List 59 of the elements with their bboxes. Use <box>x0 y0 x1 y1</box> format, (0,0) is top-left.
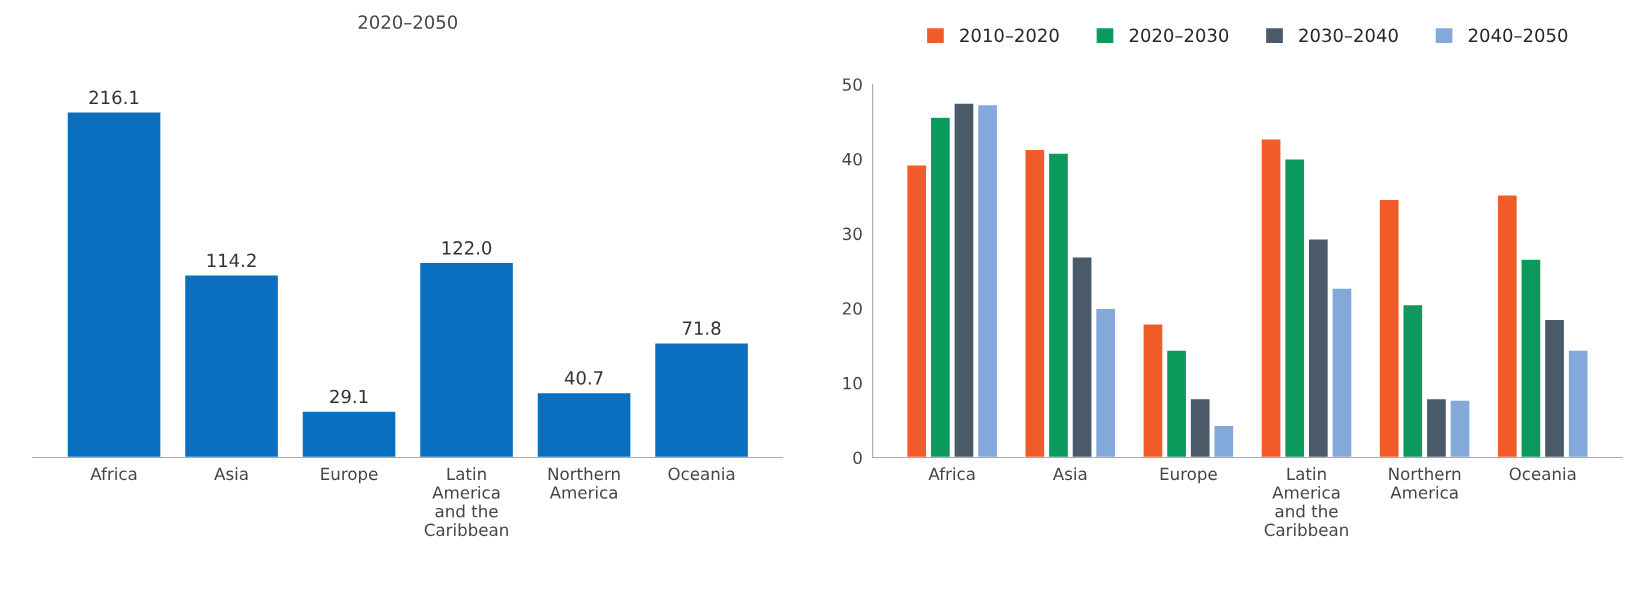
data-label: 29.1 <box>330 389 368 404</box>
bar <box>301 410 397 458</box>
bar <box>953 102 975 458</box>
y-tick-label: 10 <box>843 376 862 390</box>
y-tick-label: 0 <box>853 451 862 465</box>
y-tick-label: 40 <box>842 152 862 166</box>
x-tick-label: Africa <box>928 467 975 481</box>
bar <box>1496 194 1519 458</box>
bar <box>976 103 999 458</box>
bar <box>183 274 280 458</box>
x-tick-label: Asia <box>214 467 248 481</box>
data-label: 40.7 <box>564 371 603 385</box>
bar <box>1520 258 1542 458</box>
bar <box>1260 138 1282 458</box>
legend-label: 2030–2040 <box>1299 28 1398 43</box>
bar <box>1449 399 1471 458</box>
bar <box>1094 307 1117 458</box>
bar <box>418 261 515 458</box>
bar <box>1213 424 1235 458</box>
bar <box>929 116 952 458</box>
bar <box>1024 148 1046 458</box>
bar <box>1378 198 1400 458</box>
bar <box>1142 323 1164 458</box>
bar <box>66 111 162 458</box>
x-tick-label: Asia <box>1052 467 1087 481</box>
x-tick-label: Africa <box>90 467 137 481</box>
data-label: 122.0 <box>442 241 492 255</box>
data-label: 71.8 <box>682 321 721 336</box>
bar <box>1331 287 1353 458</box>
x-tick-label: Europe <box>321 467 378 484</box>
bar <box>1307 238 1330 458</box>
x-tick-label: Oceania <box>1509 467 1576 481</box>
x-tick-label: Latin America and the Caribbean <box>424 467 508 537</box>
x-tick-label: Northern America <box>548 467 620 499</box>
bar <box>1402 303 1424 458</box>
bar <box>653 342 750 458</box>
chart-title: 2020–2050 <box>358 15 458 29</box>
bar <box>536 391 632 458</box>
bar <box>1047 152 1070 458</box>
x-tick-label: Latin America and the Caribbean <box>1264 467 1348 537</box>
bar <box>1071 256 1093 458</box>
legend-label: 2010–2020 <box>960 28 1059 43</box>
bar <box>1567 349 1589 458</box>
x-tick-label: Europe <box>1160 467 1217 484</box>
bar <box>1283 158 1306 458</box>
data-label: 216.1 <box>89 90 139 105</box>
x-tick-label: Oceania <box>668 467 735 481</box>
y-tick-label: 20 <box>842 302 862 315</box>
x-tick-label: Northern America <box>1389 467 1461 499</box>
legend-label: 2040–2050 <box>1468 28 1568 43</box>
bar <box>1165 349 1188 458</box>
y-tick-label: 30 <box>842 227 862 241</box>
bar <box>1189 397 1211 458</box>
bar <box>1425 397 1448 458</box>
y-tick-label: 50 <box>842 78 862 91</box>
bar <box>1543 318 1566 458</box>
bar <box>905 164 928 458</box>
data-label: 114.2 <box>207 253 256 267</box>
legend-label: 2020–2030 <box>1129 28 1229 43</box>
